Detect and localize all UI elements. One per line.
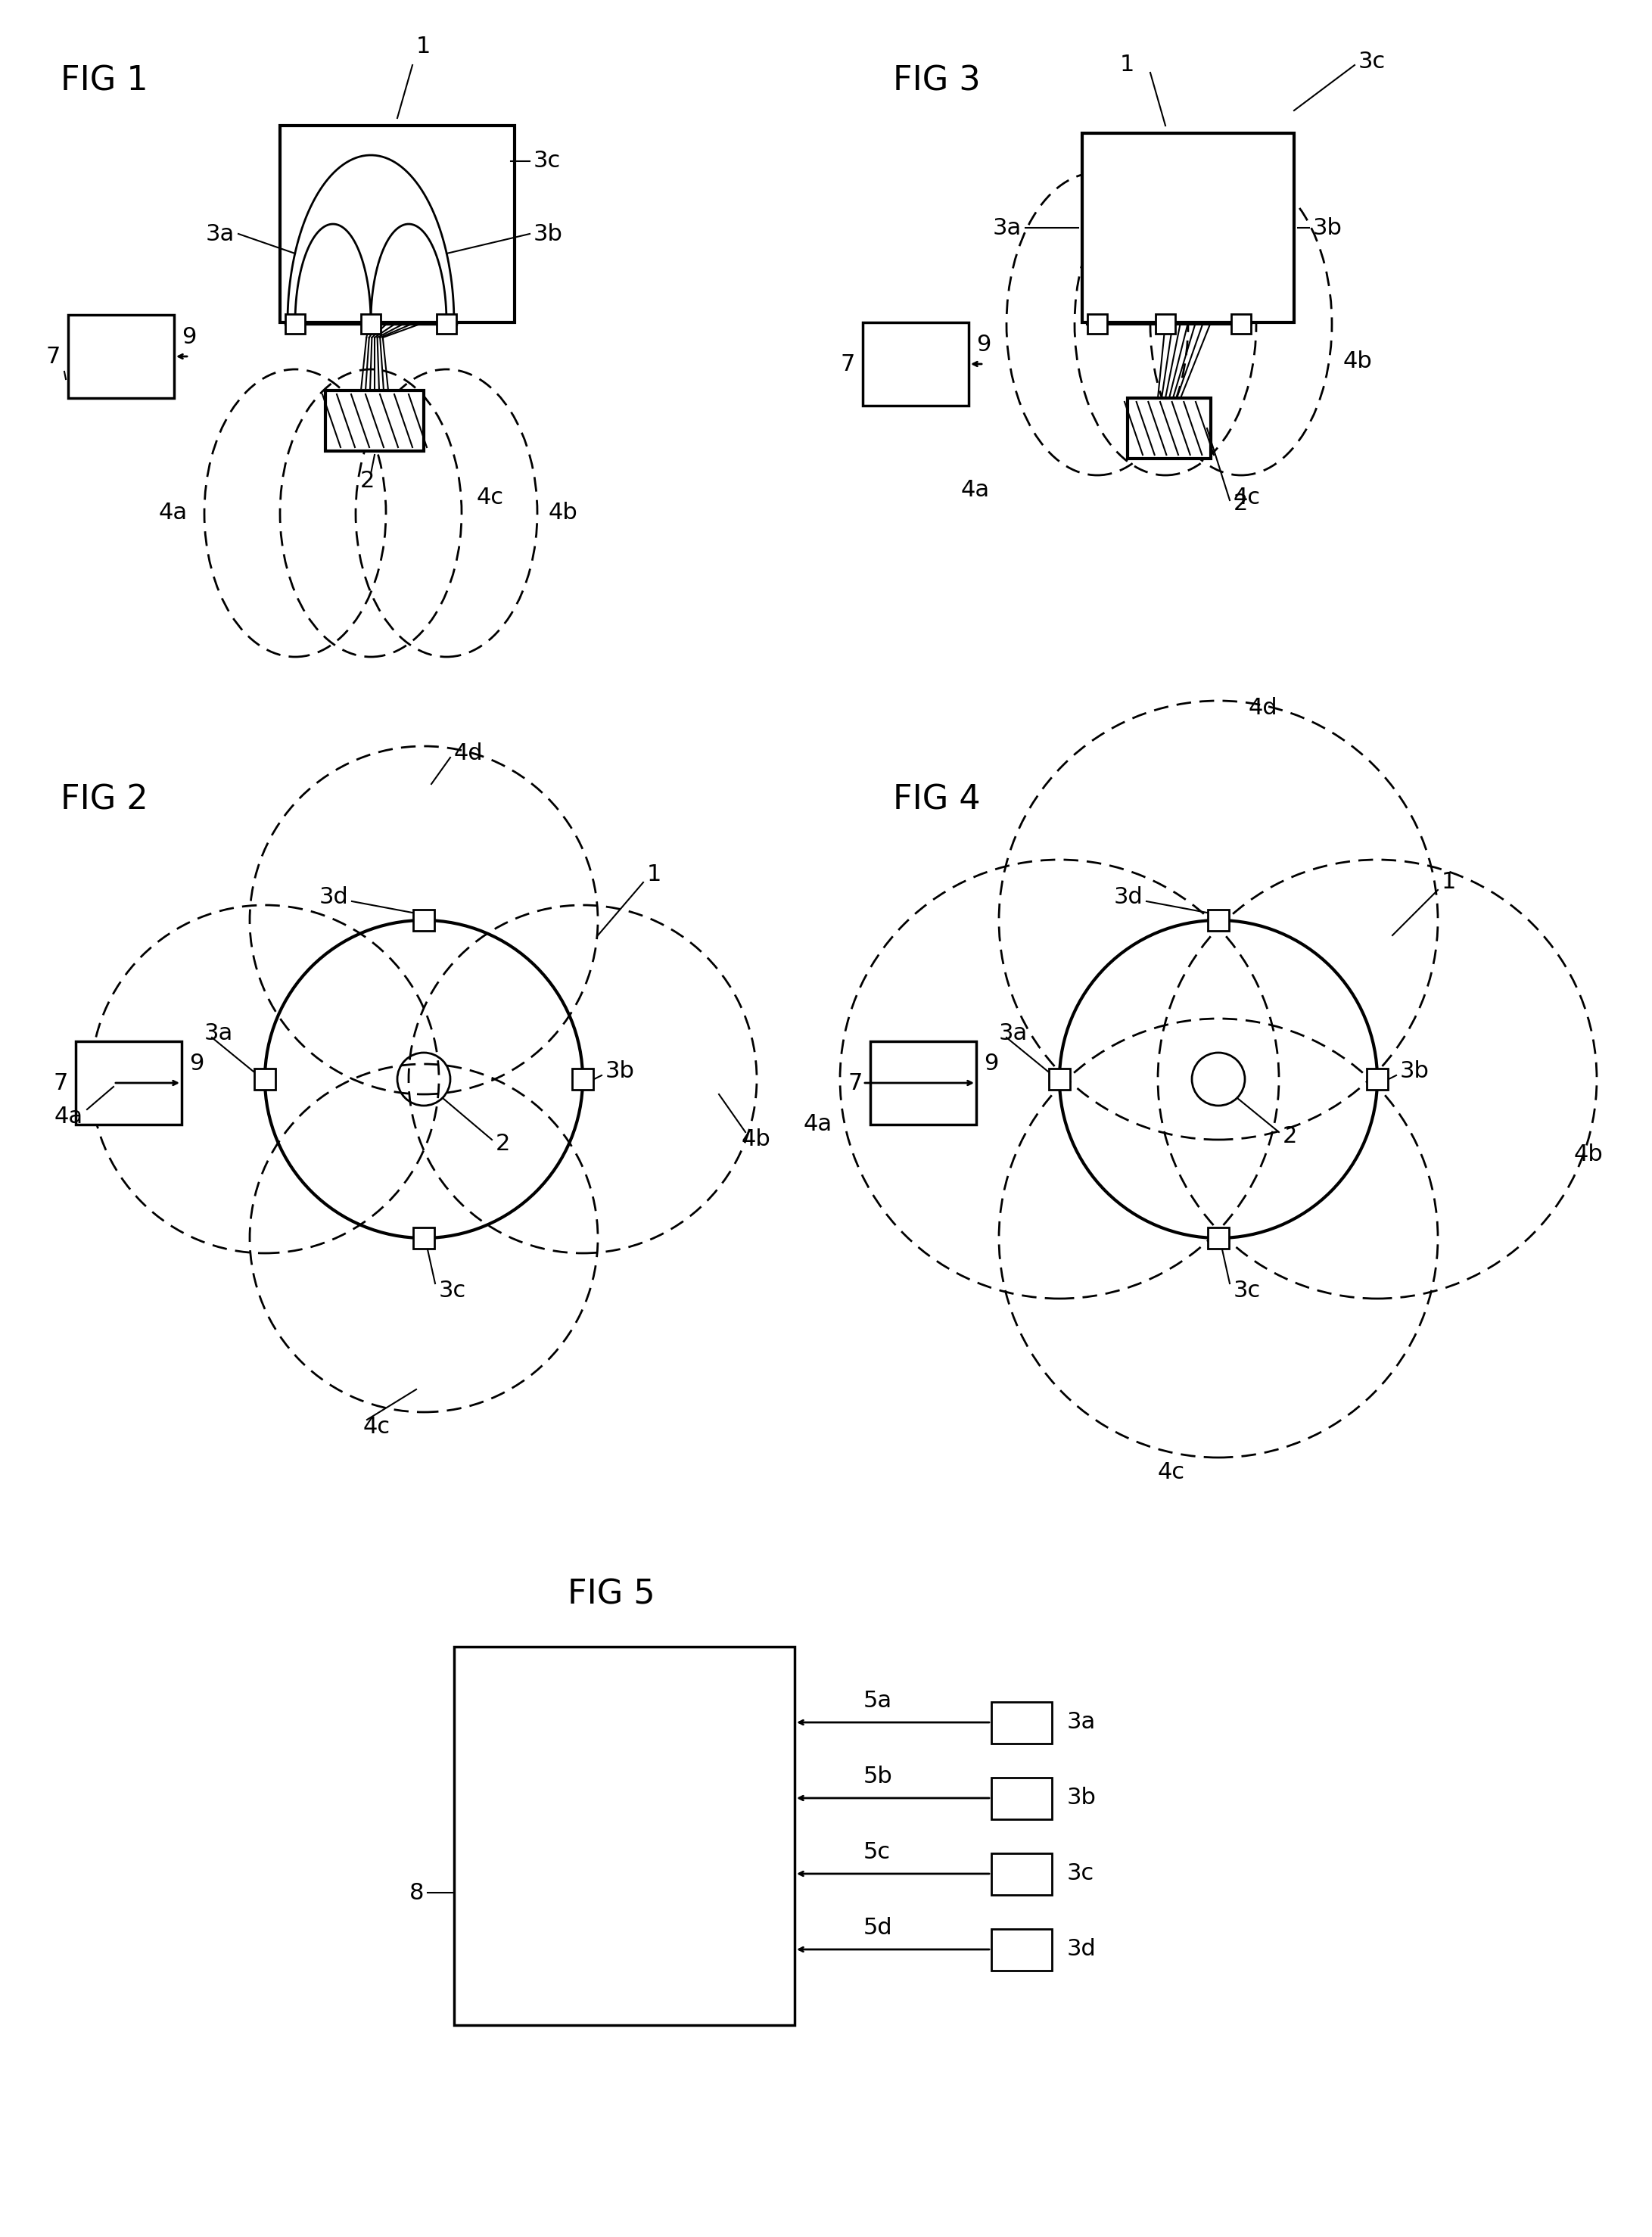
Text: 1: 1 bbox=[648, 863, 662, 886]
Text: 3c: 3c bbox=[534, 150, 562, 172]
Text: 2: 2 bbox=[1234, 492, 1249, 515]
Text: 4a: 4a bbox=[803, 1114, 833, 1136]
Text: FIG 4: FIG 4 bbox=[894, 783, 981, 817]
Text: 4a: 4a bbox=[961, 479, 990, 501]
Text: 3c: 3c bbox=[439, 1280, 466, 1302]
Text: 9: 9 bbox=[190, 1054, 203, 1076]
Text: 3a: 3a bbox=[993, 217, 1021, 239]
Bar bbox=[362, 313, 380, 333]
Bar bbox=[286, 313, 306, 333]
Bar bbox=[1128, 398, 1211, 459]
Text: 3c: 3c bbox=[1358, 49, 1386, 72]
Bar bbox=[871, 1040, 976, 1125]
Bar bbox=[413, 1228, 434, 1248]
Text: 3d: 3d bbox=[1067, 1939, 1097, 1960]
Text: 5c: 5c bbox=[864, 1841, 890, 1863]
Bar bbox=[325, 391, 425, 452]
Text: 4c: 4c bbox=[1158, 1461, 1184, 1483]
Text: 3b: 3b bbox=[534, 224, 563, 244]
Bar bbox=[254, 1069, 276, 1089]
Text: 1: 1 bbox=[1120, 54, 1135, 76]
Text: 3c: 3c bbox=[1234, 1280, 1260, 1302]
Text: 3a: 3a bbox=[1067, 1711, 1095, 1734]
Bar bbox=[572, 1069, 593, 1089]
Text: 5a: 5a bbox=[864, 1691, 892, 1711]
Text: 7: 7 bbox=[46, 344, 61, 367]
Bar bbox=[862, 322, 968, 405]
Text: 3b: 3b bbox=[605, 1060, 634, 1083]
Bar bbox=[1208, 910, 1229, 931]
Text: FIG 1: FIG 1 bbox=[61, 65, 149, 98]
Text: 4d: 4d bbox=[1249, 698, 1279, 720]
Text: 1: 1 bbox=[416, 36, 431, 58]
Text: 3d: 3d bbox=[1113, 886, 1143, 908]
Text: 3a: 3a bbox=[999, 1022, 1028, 1045]
Text: 3b: 3b bbox=[1067, 1787, 1097, 1810]
Text: 1: 1 bbox=[1442, 872, 1457, 893]
Bar bbox=[1208, 1228, 1229, 1248]
Text: 4b: 4b bbox=[1343, 351, 1373, 374]
Text: 5b: 5b bbox=[864, 1765, 892, 1787]
Bar bbox=[413, 910, 434, 931]
Text: 4b: 4b bbox=[742, 1130, 771, 1150]
Bar bbox=[279, 125, 514, 322]
Text: 3a: 3a bbox=[205, 224, 235, 244]
Text: 3c: 3c bbox=[1067, 1863, 1095, 1886]
Text: 3d: 3d bbox=[319, 886, 349, 908]
Bar bbox=[1087, 313, 1107, 333]
Bar bbox=[991, 1776, 1052, 1819]
Text: FIG 5: FIG 5 bbox=[568, 1579, 656, 1611]
Bar bbox=[76, 1040, 182, 1125]
Text: 4a: 4a bbox=[55, 1105, 83, 1127]
Text: 4b: 4b bbox=[548, 501, 578, 523]
Text: 9: 9 bbox=[976, 333, 991, 356]
Text: 9: 9 bbox=[985, 1054, 998, 1076]
Text: 3b: 3b bbox=[1399, 1060, 1429, 1083]
Text: 4d: 4d bbox=[454, 743, 484, 765]
Text: 2: 2 bbox=[496, 1132, 510, 1154]
Text: 4c: 4c bbox=[1234, 488, 1260, 510]
Text: 9: 9 bbox=[182, 327, 197, 349]
Text: 7: 7 bbox=[847, 1072, 862, 1094]
Bar bbox=[68, 315, 173, 398]
Text: 4b: 4b bbox=[1574, 1143, 1604, 1165]
Text: 2: 2 bbox=[360, 470, 375, 492]
Text: 4c: 4c bbox=[363, 1416, 390, 1438]
Bar bbox=[1049, 1069, 1070, 1089]
Text: 4c: 4c bbox=[477, 488, 504, 510]
Text: 5d: 5d bbox=[864, 1917, 892, 1939]
Bar bbox=[436, 313, 456, 333]
Text: 8: 8 bbox=[410, 1881, 425, 1904]
Bar bbox=[991, 1928, 1052, 1971]
Text: 7: 7 bbox=[841, 353, 856, 376]
Bar bbox=[991, 1702, 1052, 1743]
Text: 4a: 4a bbox=[159, 501, 188, 523]
Bar bbox=[1082, 134, 1294, 322]
Bar bbox=[454, 1646, 795, 2024]
Bar bbox=[1155, 313, 1175, 333]
Text: FIG 3: FIG 3 bbox=[894, 65, 981, 98]
Bar bbox=[1366, 1069, 1388, 1089]
Text: 2: 2 bbox=[1282, 1125, 1297, 1148]
Text: FIG 2: FIG 2 bbox=[61, 783, 149, 817]
Text: 3b: 3b bbox=[1313, 217, 1343, 239]
Bar bbox=[991, 1852, 1052, 1895]
Text: 7: 7 bbox=[53, 1072, 68, 1094]
Bar bbox=[1231, 313, 1251, 333]
Text: 3a: 3a bbox=[205, 1022, 233, 1045]
